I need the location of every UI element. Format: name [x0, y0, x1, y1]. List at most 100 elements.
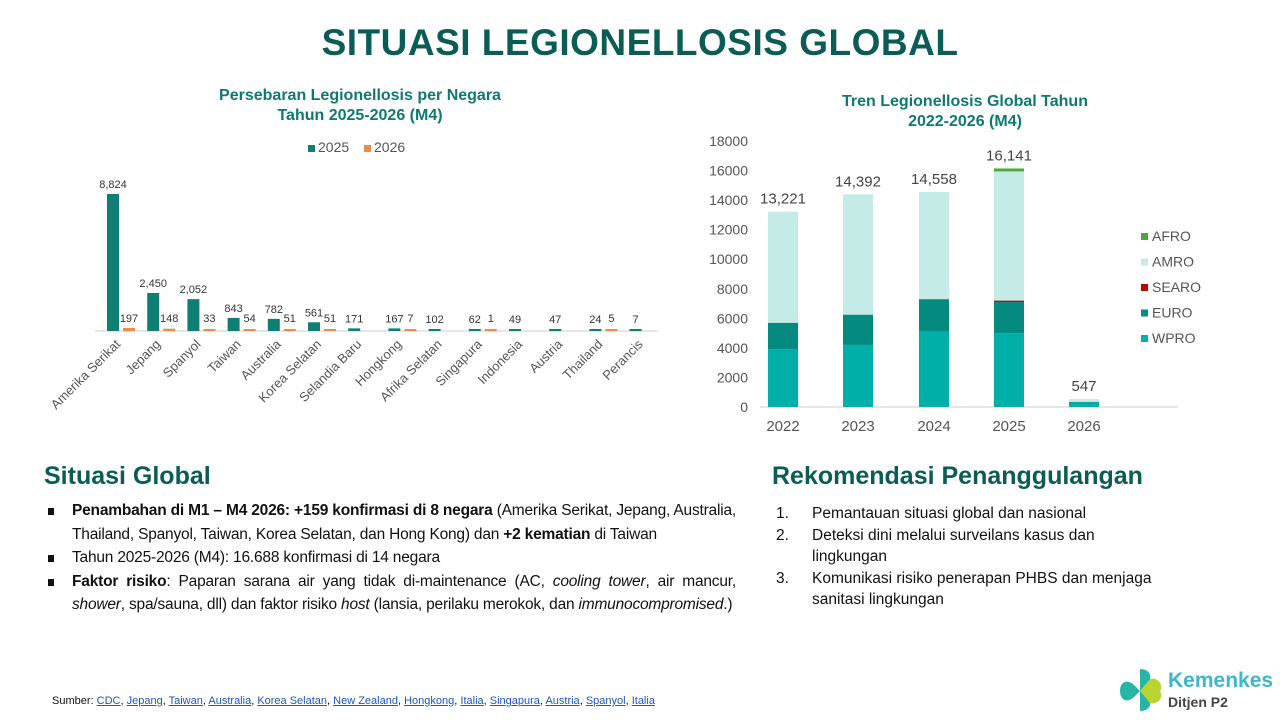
total-label: 16,141 — [986, 147, 1032, 164]
source-link[interactable]: Australia — [208, 695, 252, 707]
data-label: 47 — [549, 314, 561, 326]
source-link[interactable]: Jepang — [126, 695, 163, 707]
legend-swatch — [1141, 233, 1148, 240]
bar-segment-WPRO — [1069, 402, 1099, 407]
bullet-text: Tahun 2025-2026 (M4): 16.688 konfirmasi … — [72, 549, 440, 566]
chart-title-line: Persebaran Legionellosis per Negara — [219, 87, 501, 104]
source-link[interactable]: Italia — [460, 695, 484, 707]
bar-segment-EURO — [1069, 401, 1099, 403]
rekomendasi-heading: Rekomendasi Penanggulangan — [772, 462, 1143, 490]
data-label: 148 — [160, 313, 178, 325]
bar-2026 — [605, 329, 618, 331]
source-label: Sumber: — [52, 695, 97, 707]
legend-swatch — [1141, 258, 1148, 266]
data-label: 843 — [224, 303, 242, 315]
bullet-text: +2 kematian — [503, 525, 591, 543]
bar-2025 — [468, 329, 481, 331]
data-label: 167 — [385, 313, 403, 325]
bar-2026 — [203, 329, 216, 331]
x-tick-label: 2024 — [917, 418, 950, 435]
bullet-text: (Amerika Serikat, Jepang, Australia, Tha… — [72, 502, 736, 543]
bar-2025 — [107, 194, 119, 331]
data-label: 1 — [488, 313, 494, 325]
category-label: Perancis — [599, 336, 646, 383]
total-label: 14,392 — [835, 173, 881, 190]
rekomendasi-item: 1. Pemantauan situasi global dan nasional — [772, 503, 1172, 525]
item-number: 3. — [776, 569, 789, 587]
bar-segment-EURO — [843, 314, 873, 345]
source-footer: Sumber: CDC, Jepang, Taiwan, Australia, … — [52, 695, 655, 707]
item-text: Komunikasi risiko penerapan PHBS dan men… — [812, 569, 1152, 609]
source-link[interactable]: Korea Selatan — [257, 695, 328, 707]
bar-2026 — [283, 329, 296, 331]
data-label: 7 — [633, 314, 639, 326]
bar-segment-WPRO — [768, 349, 798, 407]
country-bar-chart: 2025 2026 8,824 197 Amerika Serikat 2,450 148 J… — [48, 139, 658, 412]
chart-title-line: 2022-2026 (M4) — [908, 113, 1022, 130]
bullet-text: , air mancur, — [645, 572, 736, 590]
legend-label: WPRO — [1152, 330, 1196, 346]
item-number: 1. — [776, 505, 789, 522]
source-link[interactable]: Spanyol — [585, 695, 626, 707]
legend-label: 2025 — [318, 139, 349, 155]
kemenkes-logo: Kemenkes Ditjen P2 — [1116, 665, 1276, 715]
total-label: 547 — [1071, 378, 1096, 395]
legend-label: 2026 — [374, 139, 405, 155]
source-link[interactable]: Taiwan — [168, 695, 203, 707]
legend-label: SEARO — [1152, 279, 1201, 295]
data-label: 197 — [120, 313, 138, 325]
situasi-heading: Situasi Global — [44, 462, 211, 490]
bar-2025 — [147, 292, 160, 331]
bullet-text: Faktor risiko — [72, 572, 167, 590]
bar-2026 — [243, 329, 256, 331]
data-label: 7 — [407, 313, 413, 325]
bar-2025 — [267, 318, 280, 331]
data-label: 2,450 — [139, 278, 167, 290]
source-link[interactable]: Austria — [545, 695, 580, 707]
legend-swatch — [1141, 309, 1148, 317]
bar-2025 — [509, 329, 521, 331]
y-tick-label: 0 — [740, 399, 748, 415]
situasi-bullet: Tahun 2025-2026 (M4): 16.688 konfirmasi … — [44, 546, 736, 570]
data-label: 2,052 — [180, 284, 208, 296]
bullet-text: (lansia, perilaku merokok, dan — [369, 596, 579, 613]
bar-segment-EURO — [994, 302, 1024, 334]
source-link[interactable]: New Zealand — [333, 695, 398, 707]
item-text: Pemantauan situasi global dan nasional — [812, 505, 1087, 522]
bar-segment-AMRO — [843, 194, 873, 315]
y-tick-label: 8000 — [717, 281, 748, 297]
bullet-text: host — [341, 596, 370, 613]
bar-segment-AMRO — [919, 191, 949, 300]
kemenkes-logo-icon — [1120, 669, 1162, 711]
bar-2025 — [589, 329, 602, 331]
category-label: Indonesia — [475, 336, 526, 387]
data-label: 49 — [509, 314, 521, 326]
bar-segment-WPRO — [994, 333, 1024, 407]
bar-2025 — [187, 299, 200, 331]
y-tick-label: 14000 — [709, 192, 748, 208]
bar-2026 — [404, 329, 417, 331]
data-label: 561 — [305, 307, 323, 319]
bar-segment-WPRO — [919, 331, 949, 407]
bar-2025 — [549, 329, 562, 331]
legend-swatch — [364, 145, 371, 152]
source-link[interactable]: Italia — [631, 695, 655, 707]
data-label: 24 — [589, 314, 601, 326]
bullet-text: shower — [72, 596, 121, 613]
bar-segment-AMRO — [768, 211, 798, 323]
bar-2026 — [324, 329, 336, 331]
source-link[interactable]: CDC — [96, 695, 121, 707]
data-label: 33 — [203, 313, 215, 325]
source-link[interactable]: Hongkong — [404, 695, 455, 707]
bar-2025 — [227, 317, 240, 331]
situasi-bullet: Faktor risiko: Paparan sarana air yang t… — [44, 570, 736, 617]
y-tick-label: 2000 — [717, 369, 748, 385]
situasi-bullet: Penambahan di M1 – M4 2026: +159 konfirm… — [44, 499, 736, 546]
data-label: 62 — [469, 314, 481, 326]
data-label: 51 — [284, 313, 296, 325]
item-number: 2. — [776, 526, 789, 544]
source-link[interactable]: Singapura — [489, 695, 540, 707]
y-tick-label: 12000 — [709, 222, 748, 238]
y-tick-label: 16000 — [709, 163, 748, 179]
data-label: 51 — [324, 313, 336, 325]
